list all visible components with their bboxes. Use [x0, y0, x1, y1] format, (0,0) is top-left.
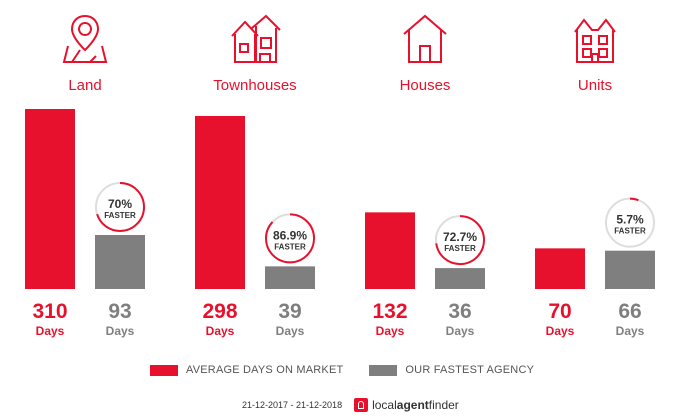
value-label-average: 132	[372, 300, 407, 323]
value-label-fastest: 66	[618, 300, 641, 323]
faster-gauge-arc	[605, 197, 655, 248]
brand-logo-icon	[354, 398, 369, 412]
legend-item-average: AVERAGE DAYS ON MARKET	[150, 364, 343, 376]
faster-percent-label: 5.7%	[616, 213, 644, 227]
faster-caption: FASTER	[104, 211, 136, 220]
unit-label-average: Days	[36, 324, 65, 338]
value-label-average: 298	[202, 300, 237, 323]
value-label-average: 310	[32, 300, 67, 323]
townhouses-icon-path	[231, 14, 281, 63]
faster-percent-label: 86.9%	[273, 228, 307, 242]
bar-average	[25, 109, 75, 289]
bar-average	[195, 115, 245, 289]
faster-gauge-arc	[435, 215, 485, 266]
footer: 21-12-2017 - 21-12-2018 localagentfinder	[242, 398, 459, 412]
faster-gauge-arc	[265, 213, 315, 264]
faster-percent-label: 70%	[108, 197, 132, 211]
date-range: 21-12-2017 - 21-12-2018	[242, 400, 343, 410]
bar-chart: Land310Days93Days70%FASTERTownhouses298D…	[25, 14, 655, 338]
bar-average	[365, 212, 415, 289]
unit-label-fastest: Days	[276, 324, 305, 338]
units-icon-path	[574, 18, 616, 63]
unit-label-average: Days	[376, 324, 405, 338]
category-label: Houses	[400, 77, 451, 94]
faster-gauge-arc	[95, 182, 145, 232]
legend-item-fastest: OUR FASTEST AGENCY	[369, 364, 534, 376]
value-label-average: 70	[548, 300, 571, 323]
brand-logo-text: localagentfinder	[372, 398, 459, 412]
legend-label-fastest: OUR FASTEST AGENCY	[405, 364, 535, 376]
category-label: Units	[578, 77, 612, 94]
map-pin-icon	[62, 14, 108, 63]
bar-average	[535, 248, 585, 289]
value-label-fastest: 36	[448, 300, 471, 323]
legend-label-average: AVERAGE DAYS ON MARKET	[186, 364, 344, 376]
faster-caption: FASTER	[274, 242, 306, 251]
townhouses-icon	[231, 14, 281, 63]
bar-fastest	[435, 268, 485, 289]
category-label: Townhouses	[213, 77, 296, 94]
house-icon	[403, 14, 447, 63]
faster-caption: FASTER	[614, 227, 646, 236]
unit-label-average: Days	[546, 324, 575, 338]
value-label-fastest: 39	[278, 300, 301, 323]
bar-fastest	[605, 250, 655, 289]
faster-percent-label: 72.7%	[443, 230, 477, 244]
brand-logo: localagentfinder	[354, 398, 459, 412]
house-icon-path	[403, 14, 447, 63]
units-icon	[574, 18, 616, 63]
bar-fastest	[265, 266, 315, 289]
legend-swatch-fastest	[369, 364, 398, 376]
value-label-fastest: 93	[108, 300, 131, 323]
category-label: Land	[68, 77, 101, 94]
unit-label-fastest: Days	[446, 324, 475, 338]
unit-label-fastest: Days	[616, 324, 645, 338]
bar-fastest	[95, 235, 145, 289]
legend-swatch-average	[150, 364, 178, 376]
map-pin-icon-path	[62, 14, 108, 63]
unit-label-fastest: Days	[106, 324, 135, 338]
legend: AVERAGE DAYS ON MARKET OUR FASTEST AGENC…	[150, 364, 560, 376]
faster-caption: FASTER	[444, 244, 476, 253]
unit-label-average: Days	[206, 324, 235, 338]
